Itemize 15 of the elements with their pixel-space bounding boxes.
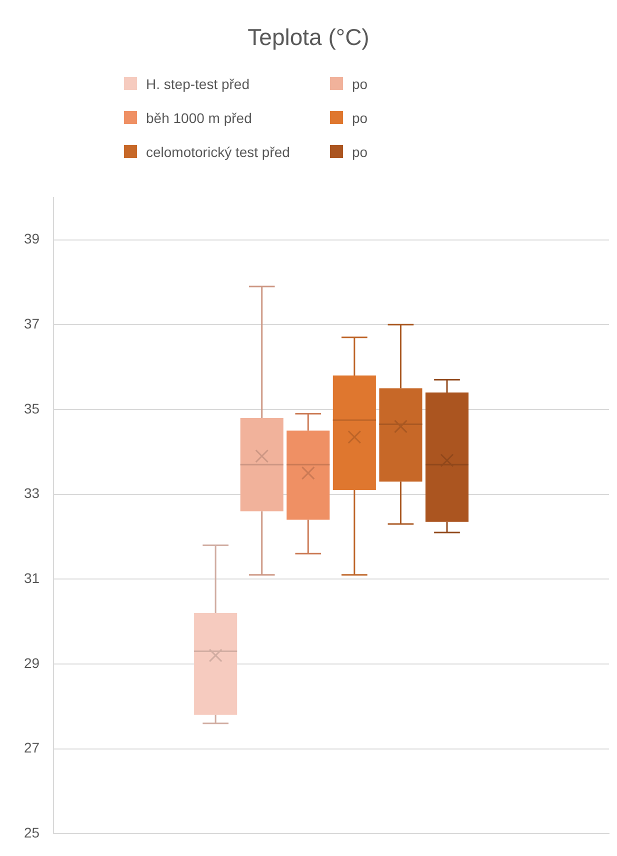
y-tick-label: 25 bbox=[24, 824, 40, 840]
legend-label: celomotorický test před bbox=[146, 144, 290, 160]
y-tick-label: 31 bbox=[24, 570, 40, 586]
y-tick-label: 33 bbox=[24, 485, 40, 502]
legend-label: po bbox=[352, 76, 368, 92]
chart-title: Teplota (°C) bbox=[246, 24, 370, 51]
y-tick-label: 27 bbox=[24, 740, 40, 756]
legend-label: běh 1000 m před bbox=[146, 110, 252, 126]
y-tick-label: 37 bbox=[24, 316, 40, 332]
y-tick-label: 35 bbox=[24, 400, 40, 416]
legend-label: po bbox=[352, 110, 368, 126]
legend-label: po bbox=[352, 144, 368, 160]
legend-label: H. step-test před bbox=[146, 76, 250, 92]
y-tick-label: 29 bbox=[24, 654, 40, 671]
y-tick-label: 39 bbox=[24, 230, 40, 247]
